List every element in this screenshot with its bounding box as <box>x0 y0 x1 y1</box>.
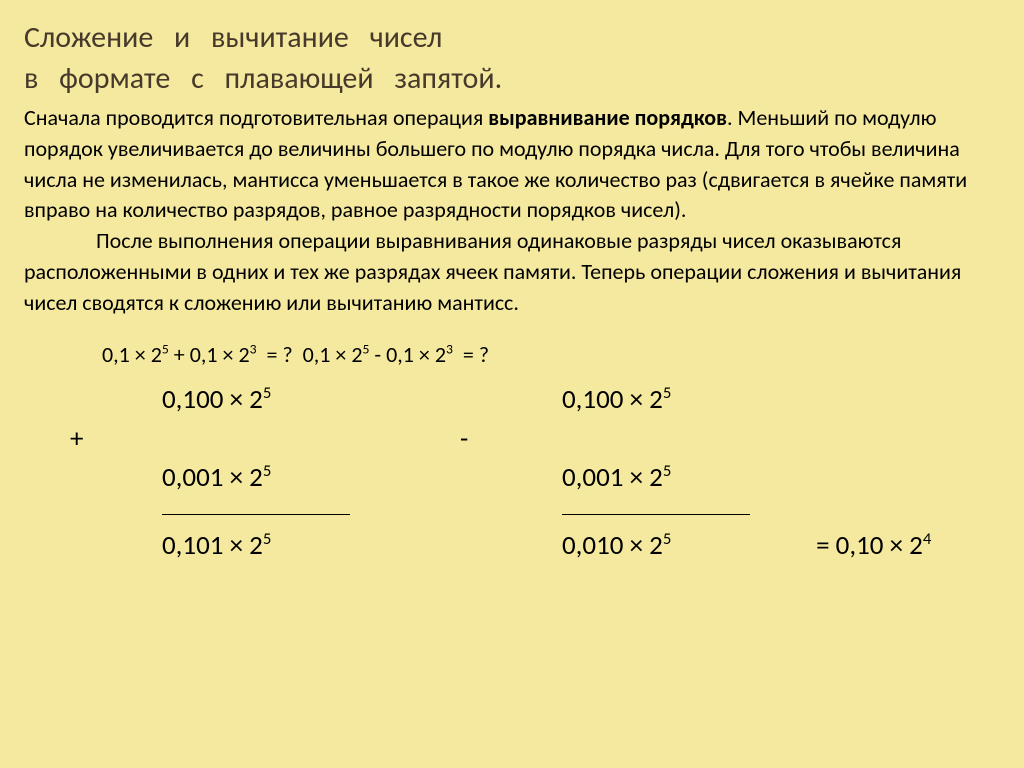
right-normalized: = 0,10 × 24 <box>802 532 931 559</box>
calc-row-top: 0,100 × 25 0,100 × 25 <box>24 386 996 413</box>
question-mark: ? <box>282 341 292 368</box>
rb-mant: 0,001 <box>562 461 623 494</box>
minus-symbol: - <box>374 341 381 368</box>
ra-exp: 5 <box>663 383 671 403</box>
plus-symbol: + <box>174 341 185 368</box>
eq2-b-mant: 0,1 <box>386 341 414 368</box>
rr-exp: 5 <box>663 529 671 549</box>
title-line-2: в формате с плавающей запятой. <box>24 60 502 97</box>
calc-row-ops: + - <box>24 425 996 452</box>
equals-symbol: = <box>463 341 474 368</box>
calc-row-results: 0,101 × 25 0,010 × 25 = 0,10 × 24 <box>24 532 996 559</box>
plus-operator: + <box>24 425 162 452</box>
lr-mant: 0,101 <box>162 529 223 562</box>
equals-symbol: = <box>816 529 829 562</box>
times-symbol: × <box>890 529 903 562</box>
eq2-a-exp: 5 <box>362 340 369 357</box>
times-symbol: × <box>135 341 146 368</box>
la-base: 2 <box>249 383 263 416</box>
title-line-1: Сложение и вычитание чисел <box>24 19 442 56</box>
left-operand-a: 0,100 × 25 <box>162 386 424 413</box>
times-symbol: × <box>630 383 643 416</box>
eq-b-exp: 3 <box>250 340 257 357</box>
rn-mant: 0,10 <box>836 529 884 562</box>
eq-b-base: 2 <box>238 341 249 368</box>
times-symbol: × <box>335 341 346 368</box>
right-result: 0,010 × 25 <box>562 532 802 559</box>
times-symbol: × <box>419 341 430 368</box>
p2-text: После выполнения операции выравнивания о… <box>24 227 961 316</box>
minus-operator: - <box>424 425 552 452</box>
rule-right <box>562 514 750 515</box>
times-symbol: × <box>230 461 243 494</box>
slide-title: Сложение и вычитание чисел в формате с п… <box>24 18 996 99</box>
rn-base: 2 <box>909 529 923 562</box>
p1-pre: Сначала проводится подготовительная опер… <box>24 104 488 131</box>
ra-base: 2 <box>649 383 663 416</box>
rr-mant: 0,010 <box>562 529 623 562</box>
rr-base: 2 <box>649 529 663 562</box>
ra-mant: 0,100 <box>562 383 623 416</box>
calculation-block: 0,100 × 25 0,100 × 25 + - 0,001 × 25 0,0… <box>24 386 996 559</box>
rb-exp: 5 <box>663 461 671 481</box>
lr-exp: 5 <box>263 529 271 549</box>
eq2-b-base: 2 <box>435 341 446 368</box>
times-symbol: × <box>630 461 643 494</box>
eq2-b-exp: 3 <box>446 340 453 357</box>
equals-symbol: = <box>266 341 277 368</box>
lb-mant: 0,001 <box>162 461 223 494</box>
left-operand-b: 0,001 × 25 <box>162 464 424 491</box>
times-symbol: × <box>230 529 243 562</box>
question-mark: ? <box>479 341 489 368</box>
lr-base: 2 <box>249 529 263 562</box>
paragraph-1: Сначала проводится подготовительная опер… <box>24 103 996 226</box>
eq-a-mant: 0,1 <box>102 341 130 368</box>
eq2-a-base: 2 <box>351 341 362 368</box>
la-exp: 5 <box>263 383 271 403</box>
rb-base: 2 <box>649 461 663 494</box>
lb-base: 2 <box>249 461 263 494</box>
calc-row-second: 0,001 × 25 0,001 × 25 <box>24 464 996 491</box>
right-operand-b: 0,001 × 25 <box>562 464 802 491</box>
right-operand-a: 0,100 × 25 <box>562 386 802 413</box>
times-symbol: × <box>223 341 234 368</box>
eq-a-exp: 5 <box>162 340 169 357</box>
eq2-a-mant: 0,1 <box>303 341 331 368</box>
la-mant: 0,100 <box>162 383 223 416</box>
p1-bold: выравнивание порядков <box>488 104 727 131</box>
rule-left <box>162 514 350 515</box>
left-result: 0,101 × 25 <box>162 532 424 559</box>
calc-row-rules <box>24 499 996 526</box>
rn-exp: 4 <box>923 529 931 549</box>
times-symbol: × <box>230 383 243 416</box>
eq-a-base: 2 <box>151 341 162 368</box>
eq-b-mant: 0,1 <box>190 341 218 368</box>
paragraph-2: После выполнения операции выравнивания о… <box>24 226 996 318</box>
equation-line: 0,1 × 25 + 0,1 × 23 = ? 0,1 × 25 - 0,1 ×… <box>102 341 996 368</box>
lb-exp: 5 <box>263 461 271 481</box>
times-symbol: × <box>630 529 643 562</box>
